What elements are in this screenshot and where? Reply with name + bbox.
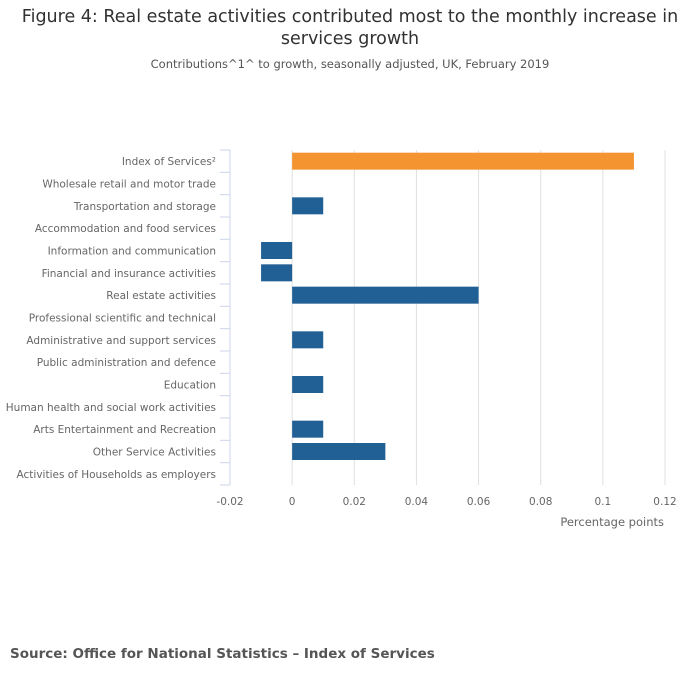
bar-real-estate-activities: [292, 286, 479, 304]
bar-index-of-services: [292, 152, 634, 170]
y-category-label: Other Service Activities: [93, 447, 216, 459]
y-category-label: Financial and insurance activities: [42, 268, 216, 280]
chart-subtitle: Contributions^1^ to growth, seasonally a…: [150, 57, 550, 71]
bar-arts-entertainment-and-recreation: [292, 420, 324, 438]
y-category-label: Accommodation and food services: [35, 223, 216, 235]
y-category-label: Wholesale retail and motor trade: [42, 179, 216, 191]
x-tick-label: -0.02: [216, 496, 243, 508]
bar-transportation-and-storage: [292, 197, 324, 215]
y-category-label: Information and communication: [48, 246, 216, 258]
x-tick-label: 0.08: [529, 496, 552, 508]
x-tick-label: 0.06: [467, 496, 491, 508]
y-category-label: Education: [164, 380, 216, 392]
x-tick-label: 0.02: [343, 496, 366, 508]
y-category-label: Real estate activities: [106, 290, 216, 302]
y-category-label: Public administration and defence: [37, 357, 216, 369]
x-axis-title: Percentage points: [560, 515, 664, 529]
y-category-label: Index of Services²: [122, 156, 216, 168]
chart-title: Figure 4: Real estate activities contrib…: [21, 7, 679, 49]
y-category-label: Human health and social work activities: [6, 402, 216, 414]
y-category-label: Administrative and support services: [26, 335, 216, 347]
x-tick-label: 0: [289, 496, 296, 508]
x-tick-label: 0.04: [405, 496, 429, 508]
y-category-label: Activities of Households as employers: [17, 469, 216, 481]
x-tick-label: 0.12: [653, 496, 676, 508]
bar-education: [292, 376, 324, 393]
source-note: Source: Office for National Statistics –…: [10, 646, 435, 662]
bar-financial-and-insurance-activities: [261, 264, 293, 282]
x-tick-label: 0.1: [595, 496, 612, 508]
y-category-label: Transportation and storage: [73, 201, 216, 213]
bar-other-service-activities: [292, 443, 386, 460]
y-category-label: Professional scientific and technical: [29, 313, 216, 325]
y-category-label: Arts Entertainment and Recreation: [33, 424, 216, 436]
bar-administrative-and-support-services: [292, 331, 324, 349]
bar-information-and-communication: [261, 242, 293, 259]
